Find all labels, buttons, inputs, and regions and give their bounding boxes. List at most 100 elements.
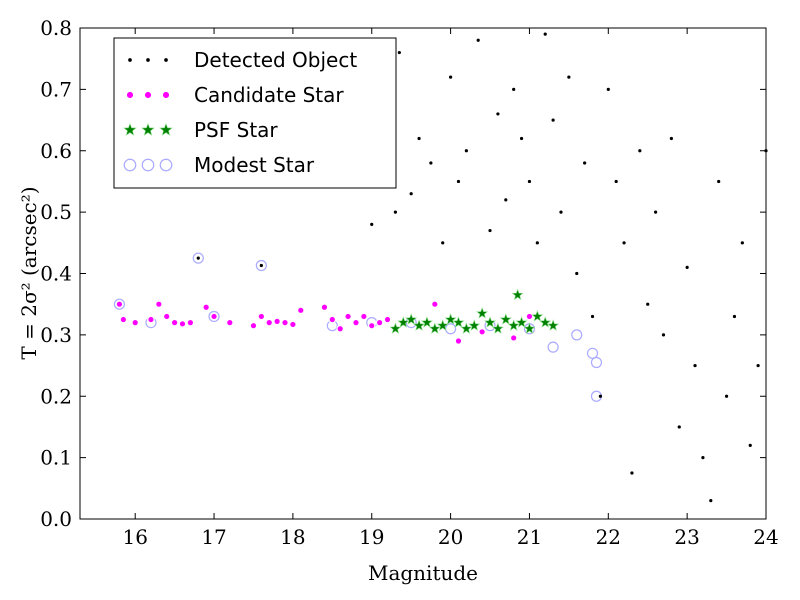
candidate-star-point [360, 312, 368, 321]
psf-star-point [499, 313, 512, 325]
x-axis: 16 17 18 19 20 21 22 23 24 [122, 28, 779, 549]
x-tick-label: 19 [359, 525, 384, 549]
detected-object-point [756, 363, 760, 368]
detected-object-point [527, 179, 532, 184]
psf-star-point [436, 319, 449, 331]
modest-star-point [571, 329, 583, 341]
y-tick-label: 0.2 [40, 384, 72, 408]
detected-object-point [646, 302, 650, 306]
legend-detected-object-marker [146, 58, 150, 62]
y-tick-label: 0.6 [40, 139, 72, 163]
y-tick-label: 0.0 [40, 507, 72, 531]
candidate-star-point [119, 315, 128, 324]
legend-psf-star-marker [159, 122, 173, 136]
candidate-star-point [226, 318, 234, 327]
detected-object-point [614, 179, 618, 184]
detected-object-point [622, 241, 626, 245]
psf-star-point [405, 313, 418, 325]
detected-object-point [583, 161, 587, 165]
detected-object-point [409, 192, 413, 196]
candidate-star-point [375, 318, 384, 327]
candidate-star-point [281, 318, 289, 327]
detected-object-point [441, 241, 445, 245]
psf-star-point [460, 322, 473, 334]
legend-label-detected-object: Detected Object [194, 48, 357, 72]
psf-star-point [389, 322, 402, 334]
psf-star-point [483, 316, 497, 328]
candidate-star-point [509, 334, 518, 342]
psf-star-point [397, 316, 410, 328]
modest-star-point [547, 341, 559, 353]
detected-object-point [685, 265, 689, 269]
candidate-star-point [147, 315, 155, 324]
psf-star-point [452, 316, 465, 328]
candidate-star-point [162, 312, 171, 321]
detected-object-point [661, 333, 666, 337]
detected-object-point [417, 136, 421, 141]
candidate-star-point [131, 318, 139, 327]
detected-object-point [740, 241, 744, 245]
detected-object-point [748, 443, 752, 447]
detected-object-point [543, 32, 547, 36]
candidate-star-point [257, 312, 266, 321]
legend-candidate-star-marker [161, 90, 171, 100]
candidate-star-point [210, 312, 218, 321]
candidate-star-point [367, 321, 376, 330]
psf-star-point [491, 322, 504, 334]
detected-object-point [732, 314, 737, 319]
detected-object-point [598, 394, 603, 398]
detected-object-point [590, 314, 595, 319]
candidate-star-series [115, 300, 534, 345]
detected-object-point [669, 136, 673, 141]
psf-star-point [507, 319, 520, 331]
x-tick-label: 23 [674, 525, 699, 549]
modest-star-point [192, 252, 204, 264]
detected-object-point [429, 161, 433, 165]
candidate-star-point [344, 312, 352, 321]
detected-object-point [701, 456, 705, 460]
detected-object-point [397, 50, 401, 55]
detected-object-point [512, 87, 516, 91]
candidate-star-point [178, 320, 187, 328]
psf-star-point [476, 307, 489, 319]
detected-object-point [476, 38, 480, 42]
legend-label-modest-star: Modest Star [194, 153, 315, 177]
modest-star-point [586, 347, 599, 359]
detected-object-point [630, 471, 634, 475]
candidate-star-point [478, 328, 486, 336]
detected-object-point [504, 198, 508, 202]
candidate-star-point [289, 320, 297, 329]
detected-object-point [567, 75, 571, 79]
y-tick-label: 0.5 [40, 200, 72, 224]
x-tick-label: 17 [201, 525, 226, 549]
candidate-star-point [170, 318, 179, 327]
detected-object-point [448, 75, 453, 79]
psf-star-series [389, 288, 560, 334]
legend-label-psf-star: PSF Star [194, 118, 278, 142]
psf-star-point [523, 322, 536, 334]
legend-detected-object-marker [128, 58, 132, 62]
legend-psf-star-marker [123, 122, 137, 136]
candidate-star-point [202, 303, 210, 312]
legend: Detected Object Candidate Star PSF Star Mod… [113, 37, 397, 189]
candidate-star-point [320, 303, 329, 312]
x-tick-label: 16 [122, 525, 147, 549]
detected-object-point [575, 271, 579, 276]
psf-star-point [428, 322, 441, 334]
x-tick-label: 20 [438, 525, 463, 549]
y-tick-label: 0.8 [40, 16, 72, 40]
detected-object-point [709, 498, 713, 503]
detected-object-point [488, 228, 492, 233]
detected-object-point [717, 179, 721, 184]
psf-star-point [539, 316, 552, 328]
legend-candidate-star-marker [143, 90, 153, 100]
psf-star-point [413, 319, 426, 331]
psf-star-point [547, 319, 560, 331]
psf-star-point [515, 316, 528, 328]
candidate-star-point [296, 306, 305, 315]
detected-object-point [370, 222, 374, 226]
candidate-star-point [115, 300, 124, 308]
detected-object-point [464, 149, 468, 153]
legend-candidate-star-marker [125, 90, 135, 100]
